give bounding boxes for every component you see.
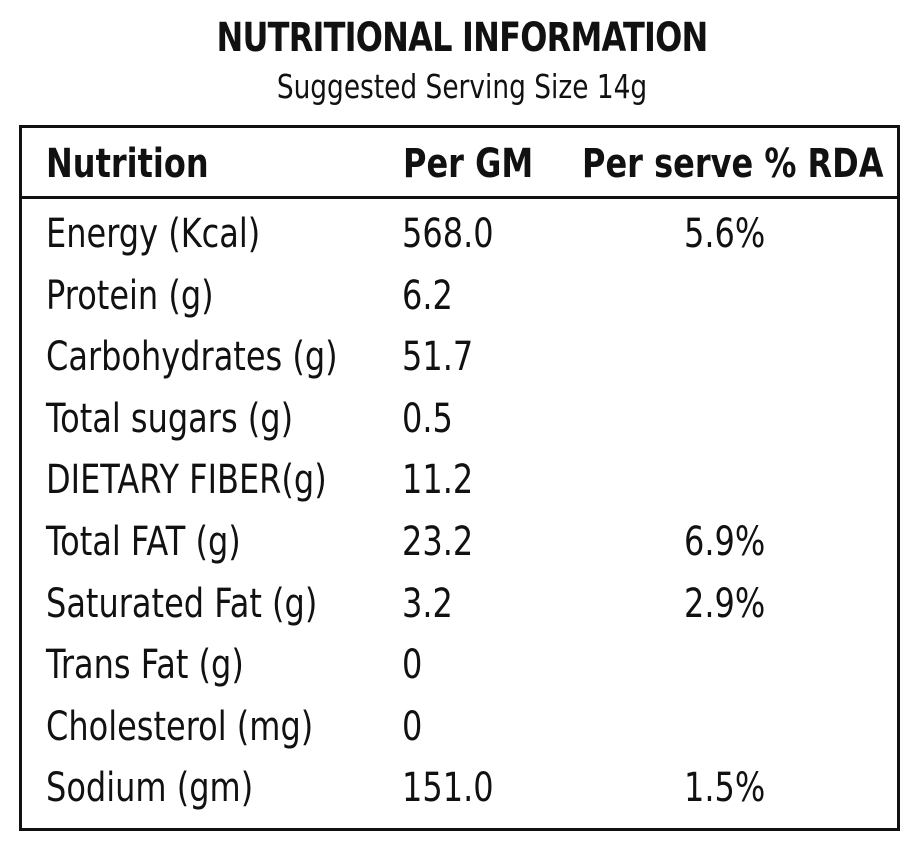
nutrient-name: Protein (g) — [46, 272, 214, 319]
per-gm-value: 11.2 — [402, 457, 474, 504]
per-gm-value: 568.0 — [402, 211, 494, 257]
nutrient-name: DIETARY FIBER(g) — [46, 457, 327, 504]
table-row: Total FAT (g) 23.2 6.9% — [22, 513, 897, 575]
table-row: Sodium (gm) 151.0 1.5% — [22, 759, 897, 821]
header-divider — [22, 196, 897, 199]
rda-value: 2.9% — [684, 580, 766, 627]
table-row: Trans Fat (g) 0 — [22, 636, 897, 698]
per-gm-value: 0 — [402, 642, 423, 689]
table-row: Protein (g) 6.2 — [22, 267, 897, 329]
nutrient-name: Carbohydrates (g) — [46, 334, 338, 381]
table-row: Total sugars (g) 0.5 — [22, 390, 897, 452]
per-gm-value: 51.7 — [402, 334, 474, 381]
nutrient-name: Total sugars (g) — [46, 395, 294, 442]
nutrient-name: Trans Fat (g) — [46, 642, 244, 689]
nutrient-name: Cholesterol (mg) — [46, 703, 314, 750]
nutrition-table: Nutrition Per GM Per serve % RDA Energy … — [19, 125, 900, 831]
table-row: Cholesterol (mg) 0 — [22, 698, 897, 760]
table-row: Carbohydrates (g) 51.7 — [22, 328, 897, 390]
per-gm-value: 0 — [402, 703, 423, 750]
nutrient-name: Saturated Fat (g) — [46, 580, 318, 627]
per-gm-value: 151.0 — [402, 765, 494, 812]
column-header-per-gm: Per GM — [403, 141, 534, 187]
per-gm-value: 3.2 — [402, 580, 453, 627]
table-body: Energy (Kcal) 568.0 5.6% Protein (g) 6.2… — [22, 205, 897, 821]
column-header-rda: Per serve % RDA — [582, 141, 884, 187]
per-gm-value: 0.5 — [402, 395, 453, 442]
column-header-nutrition: Nutrition — [46, 141, 209, 187]
rda-value: 1.5% — [684, 765, 766, 812]
rda-value: 6.9% — [684, 518, 766, 565]
table-row: Saturated Fat (g) 3.2 2.9% — [22, 575, 897, 637]
page-title: NUTRITIONAL INFORMATION — [216, 15, 709, 61]
nutrient-name: Energy (Kcal) — [46, 211, 261, 257]
rda-value: 5.6% — [684, 211, 766, 257]
nutrient-name: Total FAT (g) — [46, 518, 241, 565]
serving-size-subtitle: Suggested Serving Size 14g — [276, 67, 648, 106]
per-gm-value: 23.2 — [402, 518, 474, 565]
table-row: Energy (Kcal) 568.0 5.6% — [22, 205, 897, 267]
nutrient-name: Sodium (gm) — [46, 765, 254, 812]
table-row: DIETARY FIBER(g) 11.2 — [22, 451, 897, 513]
per-gm-value: 6.2 — [402, 272, 453, 319]
